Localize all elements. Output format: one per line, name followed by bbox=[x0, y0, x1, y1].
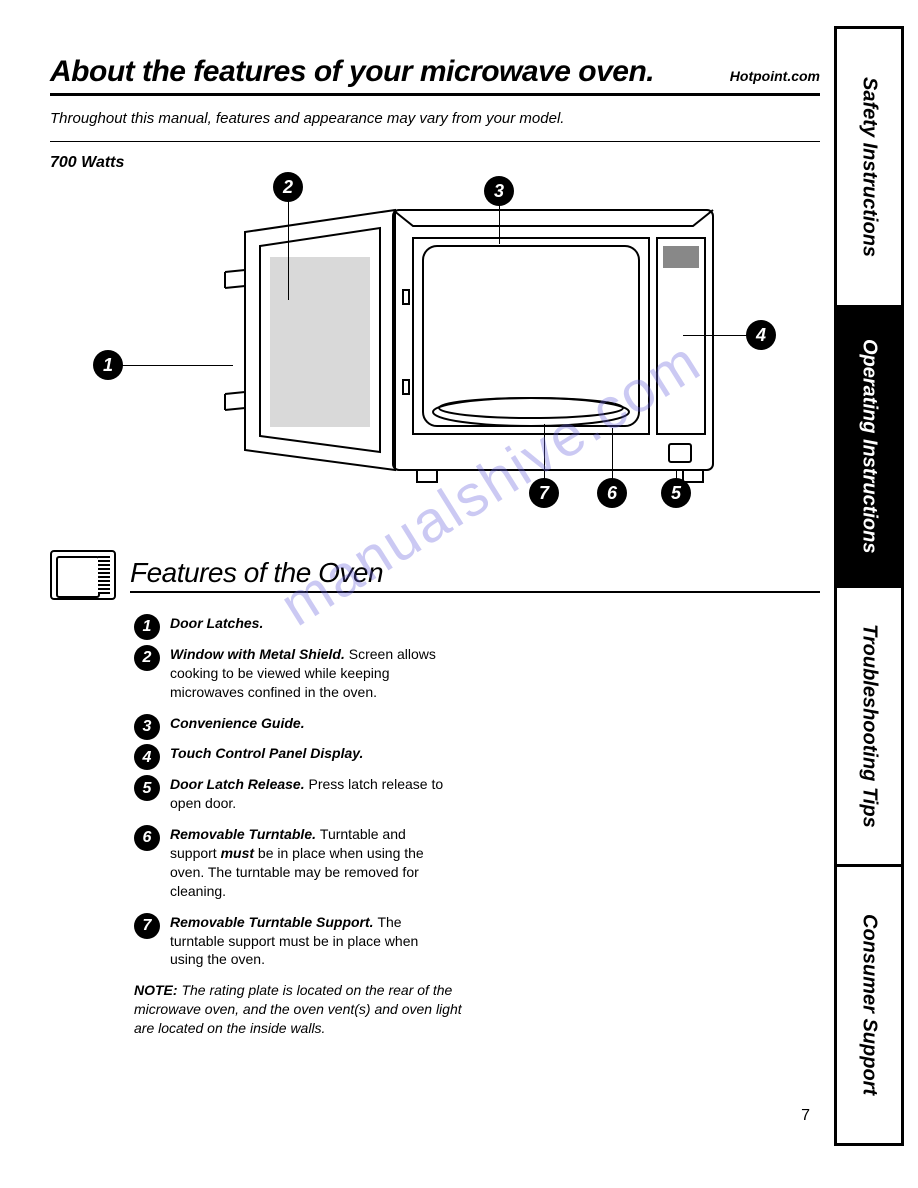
brand-url: Hotpoint.com bbox=[730, 68, 820, 84]
feature-item: 3Convenience Guide. bbox=[134, 714, 454, 733]
feature-number: 1 bbox=[134, 614, 160, 640]
side-tabs: Safety InstructionsOperating Instruction… bbox=[834, 26, 904, 1146]
features-section-header: Features of the Oven bbox=[50, 550, 820, 600]
side-tab[interactable]: Operating Instructions bbox=[837, 308, 901, 587]
feature-item: 4Touch Control Panel Display. bbox=[134, 744, 454, 763]
intro-note: Throughout this manual, features and app… bbox=[50, 110, 820, 142]
feature-title: Convenience Guide. bbox=[170, 715, 305, 731]
page-number: 7 bbox=[801, 1107, 810, 1125]
feature-item: 6Removable Turntable. Turntable and supp… bbox=[134, 825, 454, 901]
feature-title: Door Latch Release. bbox=[170, 776, 309, 792]
callout-bubble-2: 2 bbox=[273, 172, 303, 202]
page-header: About the features of your microwave ove… bbox=[50, 55, 820, 96]
callout-bubble-6: 6 bbox=[597, 478, 627, 508]
side-tab[interactable]: Consumer Support bbox=[837, 867, 901, 1143]
feature-number: 2 bbox=[134, 645, 160, 671]
feature-title: Window with Metal Shield. bbox=[170, 646, 349, 662]
footnote-text: The rating plate is located on the rear … bbox=[134, 982, 462, 1036]
footnote: NOTE: The rating plate is located on the… bbox=[134, 981, 464, 1038]
page-title: About the features of your microwave ove… bbox=[50, 55, 654, 89]
feature-number: 4 bbox=[134, 744, 160, 770]
microwave-icon bbox=[50, 550, 116, 600]
features-section-title: Features of the Oven bbox=[130, 557, 820, 593]
callout-bubble-3: 3 bbox=[484, 176, 514, 206]
callout-bubble-4: 4 bbox=[746, 320, 776, 350]
feature-title: Removable Turntable. bbox=[170, 826, 320, 842]
feature-title: Touch Control Panel Display. bbox=[170, 745, 363, 761]
feature-emph: must bbox=[221, 845, 254, 861]
feature-title: Removable Turntable Support. bbox=[170, 914, 377, 930]
footnote-label: NOTE: bbox=[134, 982, 178, 998]
feature-number: 5 bbox=[134, 775, 160, 801]
manual-page: About the features of your microwave ove… bbox=[50, 55, 820, 1135]
feature-number: 3 bbox=[134, 714, 160, 740]
feature-number: 6 bbox=[134, 825, 160, 851]
feature-title: Door Latches. bbox=[170, 615, 263, 631]
side-tab[interactable]: Safety Instructions bbox=[837, 29, 901, 308]
callout-bubble-5: 5 bbox=[661, 478, 691, 508]
feature-item: 1Door Latches. bbox=[134, 614, 454, 633]
feature-number: 7 bbox=[134, 913, 160, 939]
microwave-illustration bbox=[175, 202, 735, 502]
callout-bubble-7: 7 bbox=[529, 478, 559, 508]
feature-item: 7Removable Turntable Support. The turnta… bbox=[134, 913, 454, 970]
feature-item: 2Window with Metal Shield. Screen allows… bbox=[134, 645, 454, 702]
side-tab[interactable]: Troubleshooting Tips bbox=[837, 588, 901, 867]
feature-list: 1Door Latches. 2Window with Metal Shield… bbox=[134, 614, 454, 969]
feature-item: 5Door Latch Release. Press latch release… bbox=[134, 775, 454, 813]
microwave-diagram: 1 2 3 4 5 6 7 bbox=[85, 162, 785, 522]
callout-bubble-1: 1 bbox=[93, 350, 123, 380]
